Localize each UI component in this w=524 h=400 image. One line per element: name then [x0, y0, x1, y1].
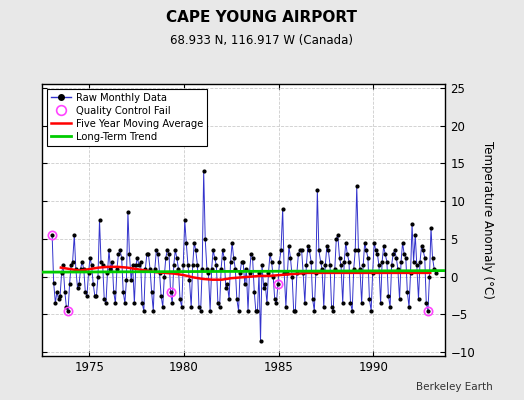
- Y-axis label: Temperature Anomaly (°C): Temperature Anomaly (°C): [482, 141, 495, 299]
- Text: Berkeley Earth: Berkeley Earth: [416, 382, 493, 392]
- Legend: Raw Monthly Data, Quality Control Fail, Five Year Moving Average, Long-Term Tren: Raw Monthly Data, Quality Control Fail, …: [47, 89, 208, 146]
- Text: CAPE YOUNG AIRPORT: CAPE YOUNG AIRPORT: [167, 10, 357, 25]
- Text: 68.933 N, 116.917 W (Canada): 68.933 N, 116.917 W (Canada): [170, 34, 354, 47]
